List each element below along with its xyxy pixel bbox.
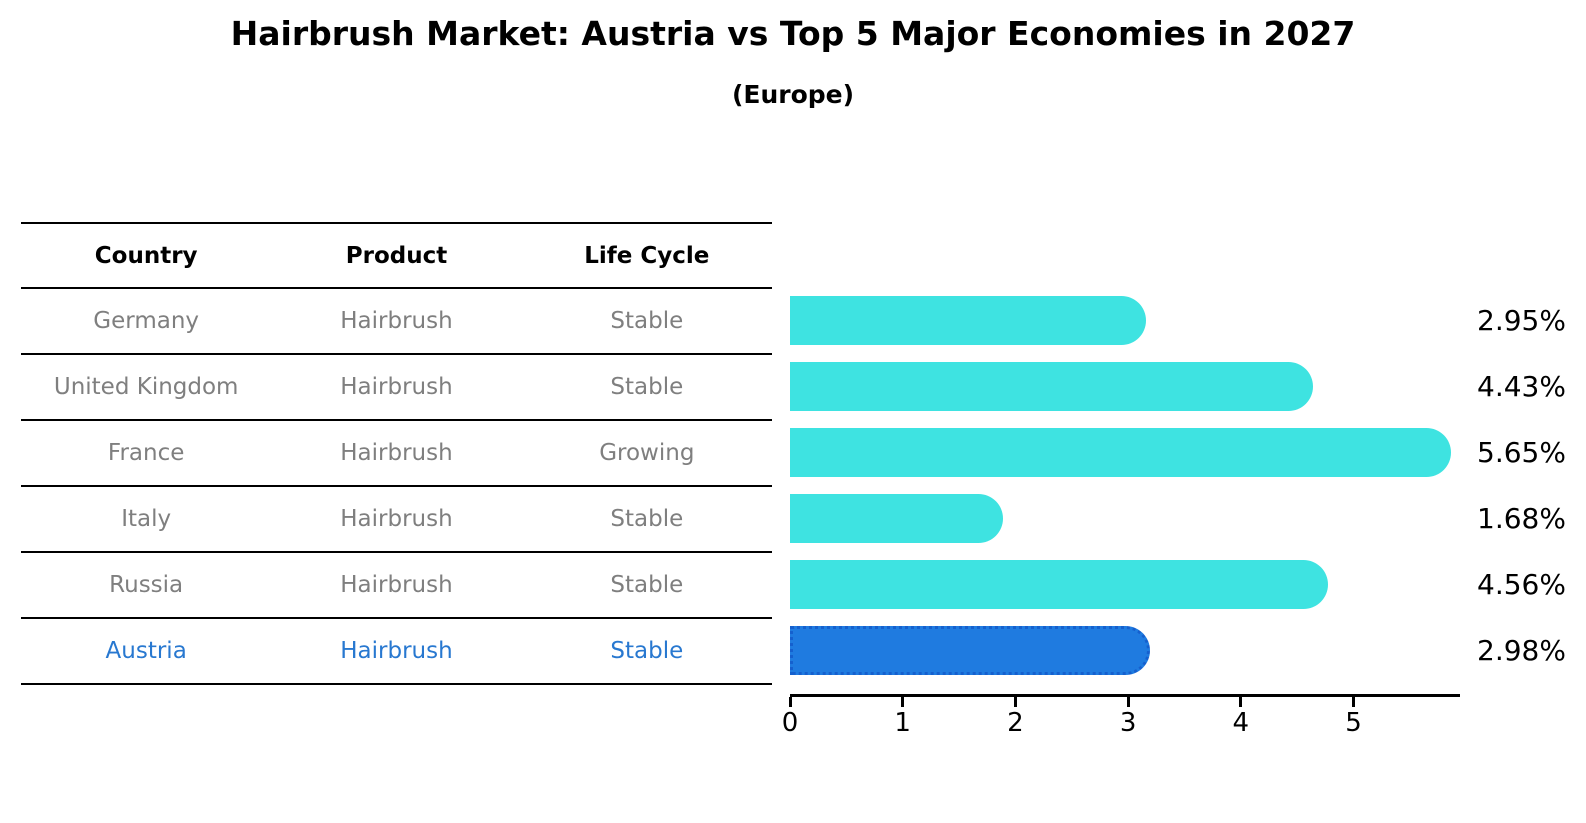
table-cell-product: Hairbrush (340, 638, 453, 664)
x-axis-tick-label: 4 (1232, 708, 1250, 738)
table-cell-life-cycle: Stable (610, 374, 684, 400)
table-row: Russia Hairbrush Stable (21, 553, 772, 619)
x-axis-tick-mark (1013, 697, 1017, 707)
bar-value-label: 4.43% (1477, 370, 1566, 403)
x-axis-tick-mark (901, 697, 905, 707)
bar-value-label: 2.98% (1477, 634, 1566, 667)
table-cell-product: Hairbrush (340, 308, 453, 334)
bar-highlighted-austria (790, 626, 1150, 675)
bar (790, 362, 1314, 411)
table-cell-life-cycle: Stable (610, 572, 684, 598)
table-cell-country: Austria (105, 638, 187, 664)
x-axis-tick-label: 0 (781, 708, 799, 738)
table-cell-product: Hairbrush (340, 572, 453, 598)
bar-value-label: 5.65% (1477, 436, 1566, 469)
table-cell-product: Hairbrush (340, 506, 453, 532)
bar-value-label: 4.56% (1477, 568, 1566, 601)
table-row: Austria Hairbrush Stable (21, 619, 772, 685)
table-row: Germany Hairbrush Stable (21, 289, 772, 355)
table-cell-life-cycle: Stable (610, 638, 684, 664)
table-row: Italy Hairbrush Stable (21, 487, 772, 553)
bar (790, 494, 1004, 543)
table-cell-country: France (107, 440, 185, 466)
x-axis-tick-label: 2 (1007, 708, 1024, 738)
table-cell-country: Italy (121, 506, 172, 532)
table-header-product: Product (345, 242, 448, 269)
x-axis: 0 1 2 3 4 5 (782, 694, 1550, 754)
x-axis-tick-label: 3 (1119, 708, 1137, 738)
table-row: United Kingdom Hairbrush Stable (21, 355, 772, 421)
x-axis-spine (790, 694, 1460, 697)
table-header-life-cycle: Life Cycle (584, 242, 710, 269)
bar (790, 428, 1451, 477)
table-row: France Hairbrush Growing (21, 421, 772, 487)
bar-value-label: 2.95% (1477, 304, 1566, 337)
table-cell-life-cycle: Stable (610, 506, 684, 532)
chart-title: Hairbrush Market: Austria vs Top 5 Major… (230, 14, 1356, 53)
chart-subtitle: (Europe) (731, 80, 855, 109)
table-cell-country: Russia (109, 572, 184, 598)
table-cell-product: Hairbrush (340, 374, 453, 400)
table-body: Germany Hairbrush Stable United Kingdom Hair… (21, 289, 772, 685)
x-axis-tick-mark (788, 697, 792, 707)
x-axis-tick-label: 5 (1345, 708, 1362, 738)
table-header-row: Country Product Life Cycle (21, 224, 772, 289)
table-cell-country: United Kingdom (53, 374, 239, 400)
bar-plot: 2.95% 4.43% 5.65% 1.68% 4.56% 2.98% (790, 296, 1586, 692)
table-header-country: Country (94, 242, 198, 269)
bar (790, 296, 1147, 345)
table-cell-life-cycle: Stable (610, 308, 684, 334)
table-cell-life-cycle: Growing (599, 440, 695, 466)
bar (790, 560, 1328, 609)
x-axis-tick-mark (1126, 697, 1130, 707)
table-cell-product: Hairbrush (340, 440, 453, 466)
country-table: Country Product Life Cycle Germany Hairbr… (21, 222, 772, 685)
x-axis-tick-mark (1239, 697, 1243, 707)
x-axis-tick-label: 1 (894, 708, 911, 738)
x-axis-tick-mark (1352, 697, 1355, 707)
bar-value-label: 1.68% (1477, 502, 1566, 535)
table-cell-country: Germany (93, 308, 200, 334)
